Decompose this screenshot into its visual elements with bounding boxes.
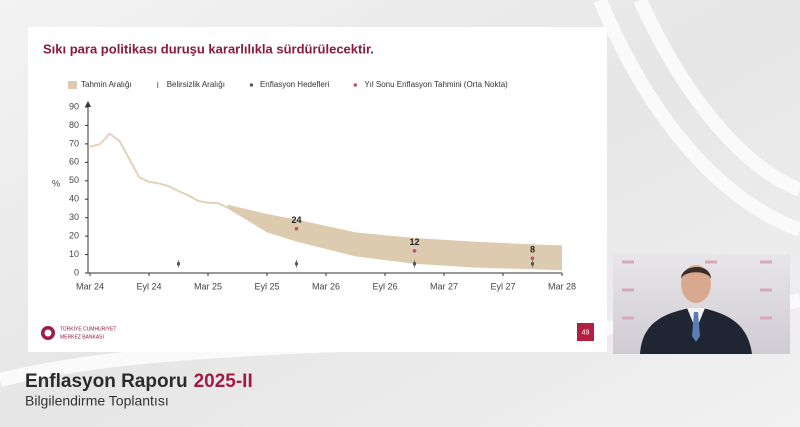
- speaker-tie: [692, 312, 700, 342]
- x-tick-label: Eyl 24: [136, 281, 161, 291]
- target-point: [177, 262, 180, 266]
- x-tick-label: Mar 24: [76, 281, 104, 291]
- speaker-head: [681, 265, 711, 303]
- inflation-line: [89, 132, 229, 209]
- midpoint-label: 24: [291, 215, 301, 225]
- page-number: 49: [582, 329, 590, 336]
- page-number-box: [577, 323, 594, 341]
- x-tick-label: Mar 26: [312, 281, 340, 291]
- plot: 0 10 20 30 40 50 60 70 80 90 Mar 24 Eyl 24 Mar 25 Eyl…: [68, 80, 576, 291]
- caption-title: Enflasyon Raporu: [25, 371, 188, 392]
- y-tick-label: 90: [69, 101, 79, 111]
- caption-edition: 2025-II: [194, 371, 253, 392]
- midpoint: [412, 249, 417, 253]
- legend-swatch: [68, 81, 77, 89]
- legend-label: Belirsizlik Aralığı: [167, 80, 225, 89]
- x-tick-label: Mar 28: [548, 281, 576, 291]
- midpoint: [530, 256, 535, 261]
- y-tick-label: 40: [69, 194, 79, 204]
- caption-subtitle: Bilgilendirme Toplantısı: [25, 393, 169, 409]
- y-tick-label: 50: [69, 175, 79, 185]
- x-tick-label: Mar 25: [194, 281, 222, 291]
- legend-label: Enflasyon Hedefleri: [260, 80, 330, 89]
- y-axis-arrow: [85, 101, 91, 107]
- forecast-band: [227, 204, 562, 271]
- x-tick-label: Eyl 25: [254, 281, 279, 291]
- video-wall-pattern: [622, 260, 772, 320]
- x-tick-label: Mar 27: [430, 281, 458, 291]
- legend-swatch: [249, 83, 253, 87]
- chart-title: Sıkı para politikası duruşu kararlılıkla…: [43, 41, 374, 56]
- target-point: [413, 262, 416, 266]
- y-tick-label: 70: [69, 138, 79, 148]
- y-axis-label: %: [52, 178, 60, 188]
- target-point: [295, 262, 298, 266]
- y-tick-label: 10: [69, 249, 79, 259]
- legend-swatch: [353, 83, 358, 87]
- x-tick-label: Eyl 27: [490, 281, 515, 291]
- logo-emblem-inner: [44, 329, 52, 337]
- y-tick-label: 20: [69, 230, 79, 240]
- y-tick-label: 30: [69, 212, 79, 222]
- video-inset: [613, 254, 790, 354]
- logo-text: MERKEZ BANKASI: [60, 334, 104, 340]
- y-tick-label: 80: [69, 120, 79, 130]
- logo-text: TÜRKİYE CUMHURİYET: [60, 325, 116, 332]
- target-point: [531, 262, 534, 266]
- y-tick-label: 0: [74, 267, 79, 277]
- midpoint: [294, 226, 299, 231]
- midpoint-label: 12: [409, 237, 419, 247]
- legend-label: Yıl Sonu Enflasyon Tahmini (Orta Nokta): [364, 80, 508, 89]
- speaker-hair: [681, 266, 711, 279]
- midpoint-label: 8: [530, 245, 535, 255]
- legend-label: Tahmin Aralığı: [81, 80, 132, 89]
- y-tick-label: 60: [69, 157, 79, 167]
- slide: [28, 27, 607, 352]
- x-tick-label: Eyl 26: [372, 281, 397, 291]
- logo: TÜRKİYE CUMHURİYET MERKEZ BANKASI: [41, 325, 116, 340]
